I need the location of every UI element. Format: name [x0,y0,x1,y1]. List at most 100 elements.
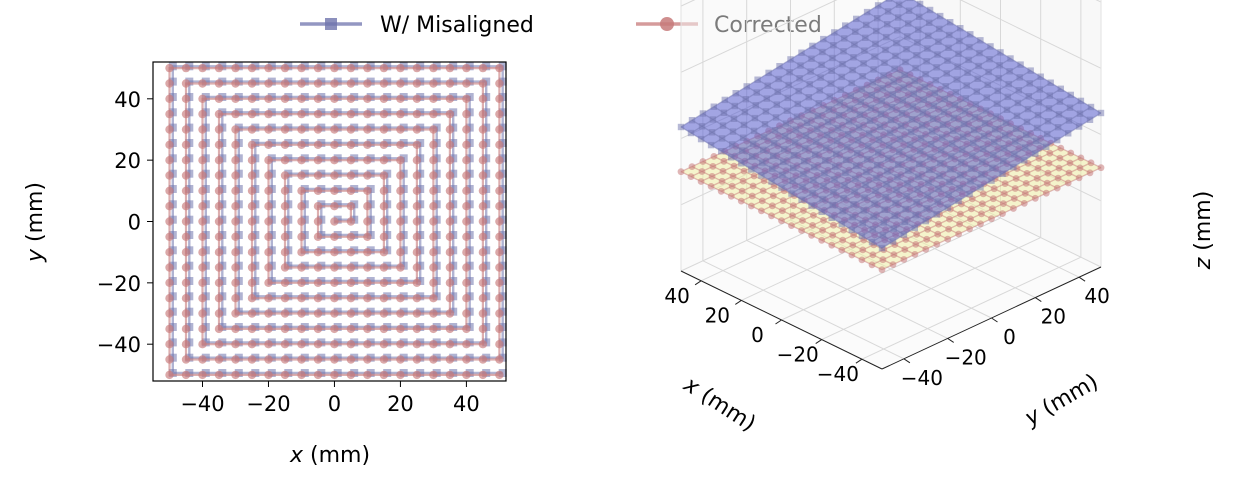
data-point-misaligned-3d [936,25,943,33]
x-axis-label-3d: x (mm) [678,372,760,437]
data-point-corrected [396,156,405,165]
data-point-corrected [181,94,191,104]
data-point-corrected-3d [879,256,887,264]
data-point-corrected-3d [719,167,727,175]
data-point-misaligned-3d [854,149,861,157]
data-point-misaligned-3d [798,196,805,203]
data-point-misaligned-3d [957,25,964,32]
data-point-corrected [297,355,306,364]
data-point-misaligned-3d [896,148,903,155]
data-point-misaligned-3d [941,95,948,103]
data-point-misaligned-3d [840,48,847,55]
x-axis-label-unit: (mm) [303,443,370,468]
data-point-misaligned-3d [861,194,868,201]
data-point-misaligned-3d [776,63,783,70]
x-tick-label-3d: 40 [664,284,689,308]
data-point-corrected-3d [999,210,1006,218]
data-point-corrected [445,294,455,303]
data-point-misaligned-3d [955,50,962,57]
data-point-corrected [264,217,273,226]
data-point-corrected [429,140,438,149]
data-point-misaligned-3d [843,156,850,163]
data-point-corrected [478,217,488,226]
data-point-corrected [198,125,207,134]
data-point-corrected [462,340,471,349]
data-point-misaligned-3d [964,69,971,76]
data-point-misaligned-3d [942,83,949,90]
data-point-misaligned-3d [801,158,808,165]
data-point-misaligned-3d [916,0,924,8]
data-point-misaligned-3d [835,112,843,119]
data-point-corrected [181,340,191,349]
data-point-misaligned-3d [739,147,746,154]
data-point-corrected-3d [1032,184,1040,192]
data-point-misaligned-3d [976,49,983,57]
data-point-misaligned-3d [829,54,836,62]
data-point-misaligned-3d [859,220,866,227]
data-point-corrected-3d [1045,159,1053,167]
data-point-corrected [462,355,471,364]
data-point-corrected [264,109,273,119]
data-point-misaligned-3d [865,143,872,150]
data-point-corrected [363,94,372,104]
data-point-misaligned-3d [786,69,793,76]
legend-label-misaligned: W/ Misaligned [380,13,534,38]
data-point-corrected [214,125,224,134]
data-point-corrected-3d [1066,159,1074,167]
data-point-misaligned-3d [752,102,759,109]
data-point-corrected [214,217,224,226]
data-point-misaligned-3d [707,141,715,149]
data-point-misaligned-3d [966,43,973,51]
data-point-corrected [231,94,240,104]
data-point-corrected [297,217,306,226]
data-point-corrected [396,324,405,334]
data-point-corrected [412,263,422,272]
data-point-misaligned-3d [751,114,759,122]
data-point-misaligned-3d [959,133,967,140]
data-point-corrected [396,186,405,195]
data-point-corrected [396,370,405,380]
data-point-corrected [231,202,240,211]
data-point-misaligned-3d [800,170,807,178]
data-point-corrected [462,324,471,334]
data-point-corrected [264,63,273,73]
data-point-corrected [165,217,174,226]
data-point-misaligned-3d [878,97,885,105]
data-point-corrected [445,278,455,287]
data-point-corrected [313,156,323,165]
data-point-corrected [379,186,389,195]
data-point-corrected [313,202,323,211]
data-point-corrected-3d [758,207,765,215]
data-point-misaligned-3d [920,96,927,103]
data-point-corrected [396,278,405,287]
data-point-corrected [478,140,488,149]
data-point-misaligned-3d [905,167,912,174]
data-point-misaligned-3d [1034,111,1042,119]
data-point-misaligned-3d [1000,157,1007,165]
y-tick-3d [947,337,954,343]
data-point-misaligned-3d [939,121,947,128]
y-tick-label-3d: −20 [945,345,987,369]
data-point-corrected [181,355,191,364]
data-point-misaligned-3d [1067,91,1074,99]
data-point-corrected [247,125,257,134]
x-tick-label-3d: −40 [817,362,859,386]
data-point-corrected [181,232,191,241]
data-point-corrected-3d [1023,170,1031,177]
data-point-corrected [412,202,422,211]
data-point-misaligned-3d [884,8,892,15]
data-point-corrected [445,186,455,195]
data-point-corrected [280,186,290,195]
data-point-misaligned-3d [997,49,1004,56]
y-axis-label-var: y [23,248,48,263]
data-point-corrected [429,340,438,349]
data-point-misaligned-3d [925,179,932,186]
data-point-misaligned-3d [749,153,756,160]
data-point-corrected-3d [1043,179,1051,187]
data-point-misaligned-3d [909,103,917,110]
data-point-misaligned-3d [1035,99,1043,106]
data-point-misaligned-3d [956,184,963,192]
data-point-corrected [181,278,191,287]
data-point-misaligned-3d [935,38,942,45]
data-point-misaligned-3d [937,159,944,167]
